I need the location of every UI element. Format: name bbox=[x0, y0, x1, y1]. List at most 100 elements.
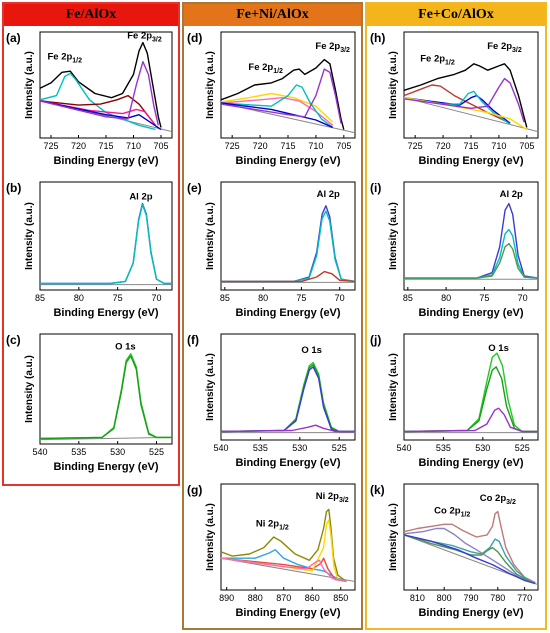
x-axis-label: Binding Energy (eV) bbox=[235, 307, 340, 319]
peak-annotation: Al 2p bbox=[317, 189, 340, 200]
x-tick-label: 720 bbox=[253, 141, 268, 151]
panel-i: 85 80 75 70 Binding Energy (eV) Intensity (a.… bbox=[370, 181, 539, 319]
x-axis-label: Binding Energy (eV) bbox=[418, 607, 523, 619]
x-tick-label: 535 bbox=[253, 443, 268, 453]
x-axis-label: Binding Energy (eV) bbox=[418, 155, 523, 167]
x-tick-label: 530 bbox=[110, 447, 125, 457]
series-line-2 bbox=[220, 366, 355, 433]
x-tick-label: 860 bbox=[305, 593, 320, 603]
column-title: Fe+Co/AlOx bbox=[418, 7, 494, 22]
panel-label: (c) bbox=[6, 333, 21, 347]
x-tick-label: 85 bbox=[35, 293, 45, 303]
x-tick-label: 870 bbox=[276, 593, 291, 603]
column-header: Fe/AlOx bbox=[4, 4, 178, 26]
y-axis-label: Intensity (a.u.) bbox=[205, 353, 216, 421]
peak-annotation-subscript: 3/2 bbox=[339, 497, 349, 504]
x-tick-label: 770 bbox=[517, 593, 532, 603]
series-line-1 bbox=[39, 72, 156, 131]
panel-a: 725 720 715 710 705 Binding Energy (eV) Intens… bbox=[6, 30, 173, 167]
series-line-3 bbox=[220, 519, 347, 583]
peak-annotation-subscript: 3/2 bbox=[506, 499, 516, 506]
panel-label: (k) bbox=[370, 483, 385, 497]
series-line-0 bbox=[220, 58, 345, 130]
series-line-3 bbox=[403, 534, 531, 583]
series-line-4 bbox=[220, 557, 347, 583]
y-axis-label: Intensity (a.u.) bbox=[205, 503, 216, 571]
column-fe-alox: Fe/AlOx bbox=[2, 2, 180, 486]
series-line-3 bbox=[220, 424, 355, 433]
baseline bbox=[39, 436, 173, 441]
y-axis-label: Intensity (a.u.) bbox=[388, 202, 399, 270]
x-tick-label: 725 bbox=[43, 141, 58, 151]
x-tick-label: 525 bbox=[515, 443, 530, 453]
series-line-2 bbox=[221, 270, 356, 283]
x-tick-label: 715 bbox=[280, 141, 295, 151]
x-tick-label: 525 bbox=[332, 443, 347, 453]
peak-annotation-subscript: 3/2 bbox=[512, 47, 522, 54]
x-tick-label: 80 bbox=[441, 293, 451, 303]
panel-label: (g) bbox=[187, 483, 202, 497]
x-tick-label: 850 bbox=[333, 593, 348, 603]
peak-annotation: O 1s bbox=[115, 341, 136, 352]
plot-frame bbox=[39, 333, 173, 445]
series-line-4 bbox=[403, 534, 536, 585]
panel-d: 725 720 715 710 705 Binding Energy (eV) Intens… bbox=[187, 31, 356, 167]
panel-label: (d) bbox=[187, 31, 202, 45]
series-line-1 bbox=[221, 210, 356, 283]
x-tick-label: 705 bbox=[336, 141, 351, 151]
series-line-0 bbox=[403, 63, 528, 128]
panel-label: (a) bbox=[6, 31, 21, 45]
peak-annotation-subscript: 1/2 bbox=[72, 58, 82, 65]
x-tick-label: 720 bbox=[436, 141, 451, 151]
panel-label: (h) bbox=[370, 31, 385, 45]
x-tick-label: 780 bbox=[490, 593, 505, 603]
y-axis-label: Intensity (a.u.) bbox=[388, 353, 399, 421]
column-header: Fe+Co/AlOx bbox=[367, 4, 545, 26]
plot-frame bbox=[403, 333, 539, 441]
x-tick-label: 725 bbox=[225, 141, 240, 151]
series-line-0 bbox=[403, 352, 538, 433]
x-tick-label: 720 bbox=[71, 141, 86, 151]
x-tick-label: 525 bbox=[149, 447, 164, 457]
x-tick-label: 705 bbox=[519, 141, 534, 151]
x-tick-label: 70 bbox=[518, 293, 528, 303]
peak-annotation: Al 2p bbox=[129, 191, 152, 202]
x-tick-label: 800 bbox=[437, 593, 452, 603]
y-axis-label: Intensity (a.u.) bbox=[388, 51, 399, 119]
column-fe-ni-alox: Fe+Ni/AlOx bbox=[182, 2, 363, 630]
x-tick-label: 710 bbox=[126, 141, 141, 151]
x-tick-label: 710 bbox=[308, 141, 323, 151]
x-tick-label: 80 bbox=[74, 293, 84, 303]
series-line-4 bbox=[39, 100, 162, 131]
column-title: Fe/AlOx bbox=[65, 7, 117, 22]
x-tick-label: 530 bbox=[475, 443, 490, 453]
panel-k: 810 800 790 780 770 Binding Energy (eV) Intens… bbox=[370, 483, 539, 619]
panel-j: 540 535 530 525 Binding Energy (eV) Intensity… bbox=[370, 333, 539, 469]
y-axis-label: Intensity (a.u.) bbox=[24, 355, 35, 423]
series-line-2 bbox=[220, 557, 347, 583]
panel-label: (b) bbox=[6, 181, 21, 195]
x-axis-label: Binding Energy (eV) bbox=[418, 457, 523, 469]
x-tick-label: 540 bbox=[32, 447, 47, 457]
peak-annotation-subscript: 1/2 bbox=[273, 68, 283, 75]
plot-frame bbox=[220, 483, 356, 591]
peak-annotation: Al 2p bbox=[500, 189, 523, 200]
y-axis-label: Intensity (a.u.) bbox=[205, 51, 216, 119]
x-tick-label: 75 bbox=[113, 293, 123, 303]
plot-frame bbox=[220, 31, 356, 139]
x-tick-label: 85 bbox=[220, 293, 230, 303]
peak-annotation-subscript: 3/2 bbox=[152, 36, 162, 43]
series-line-0 bbox=[403, 510, 536, 584]
x-tick-label: 535 bbox=[436, 443, 451, 453]
panel-label: (f) bbox=[187, 333, 199, 347]
panel-label: (j) bbox=[370, 333, 381, 347]
x-tick-label: 715 bbox=[98, 141, 113, 151]
panel-b: 85 80 75 70 Binding Energy (eV) Intensity (a.… bbox=[6, 181, 173, 319]
peak-annotation: O 1s bbox=[301, 345, 322, 356]
series-line-2 bbox=[403, 534, 531, 583]
x-tick-label: 530 bbox=[292, 443, 307, 453]
panel-h: 725 720 715 710 705 Binding Energy (eV) Intens… bbox=[370, 31, 539, 167]
y-axis-label: Intensity (a.u.) bbox=[205, 202, 216, 270]
series-line-0 bbox=[39, 41, 162, 128]
y-axis-label: Intensity (a.u.) bbox=[24, 202, 35, 270]
